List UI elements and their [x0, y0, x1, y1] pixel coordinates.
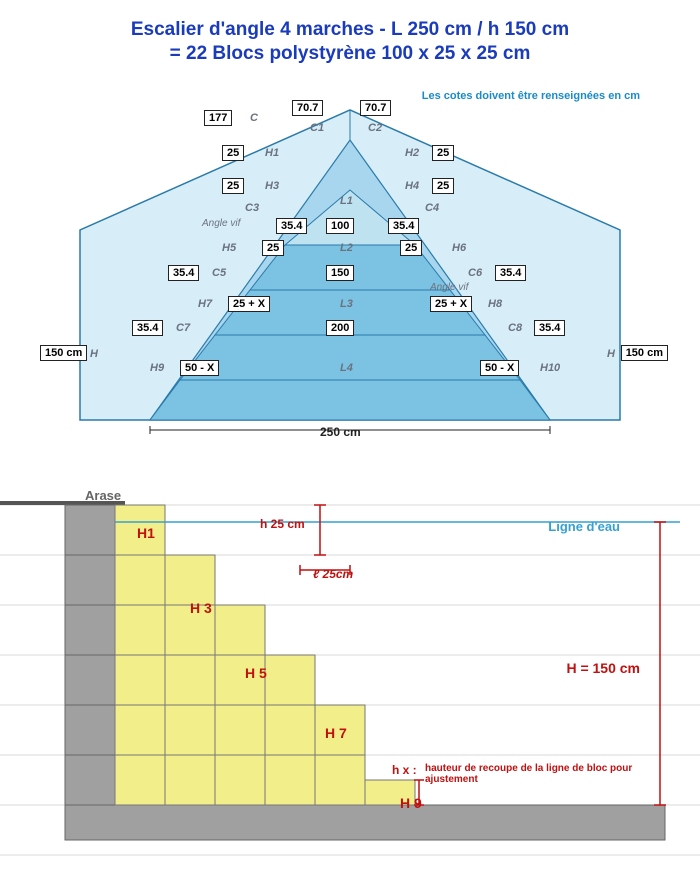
dim-H4: 25 [432, 178, 454, 194]
dim-H-right: 150 cm [621, 345, 668, 361]
lbl-L4: L4 [340, 362, 353, 374]
dim-H10: 50 - X [480, 360, 519, 376]
page-title: Escalier d'angle 4 marches - L 250 cm / … [0, 0, 700, 66]
dim-H1: 25 [222, 145, 244, 161]
sec-l25: ℓ 25cm [313, 567, 353, 581]
dim-C2: 70.7 [360, 100, 391, 116]
lbl-C6: C6 [468, 267, 482, 279]
lbl-L2: L2 [340, 242, 353, 254]
sec-H3: H 3 [190, 600, 212, 616]
dim-H-left: 150 cm [40, 345, 87, 361]
anglevif-left: Angle vif [202, 218, 240, 229]
lbl-C: C [250, 112, 258, 124]
title-line-2: = 22 Blocs polystyrène 100 x 25 x 25 cm [0, 42, 700, 66]
lbl-L1: L1 [340, 195, 353, 207]
section-diagram: Arase Ligne d'eau H1 H 3 H 5 H 7 H 9 h 2… [0, 475, 700, 895]
dim-C6: 35.4 [495, 265, 526, 281]
dim-C4: 35.4 [388, 218, 419, 234]
staircase-front-svg [30, 70, 670, 440]
lbl-H3: H3 [265, 180, 279, 192]
sec-hx: h x : [392, 763, 417, 777]
dim-H7: 25 + X [228, 296, 270, 312]
lbl-C2: C2 [368, 122, 382, 134]
dim-C1: 70.7 [292, 100, 323, 116]
sec-H1: H1 [137, 525, 155, 541]
dim-H2: 25 [432, 145, 454, 161]
sec-hx-note: hauteur de recoupe de la ligne de bloc p… [425, 763, 635, 785]
dim-C3: 35.4 [276, 218, 307, 234]
dim-H8: 25 + X [430, 296, 472, 312]
sec-H9: H 9 [400, 795, 422, 811]
sec-H7: H 7 [325, 725, 347, 741]
top-diagram: Les cotes doivent être renseignées en cm… [0, 70, 700, 470]
sec-H5: H 5 [245, 665, 267, 681]
lbl-H2: H2 [405, 147, 419, 159]
dim-C5: 35.4 [168, 265, 199, 281]
ligne-eau-label: Ligne d'eau [548, 519, 620, 534]
anglevif-right: Angle vif [430, 282, 468, 293]
lbl-H6: H6 [452, 242, 466, 254]
lbl-C8: C8 [508, 322, 522, 334]
lbl-H10: H10 [540, 362, 560, 374]
lbl-L3: L3 [340, 298, 353, 310]
lbl-C4: C4 [425, 202, 439, 214]
section-svg [0, 475, 700, 895]
lbl-H1: H1 [265, 147, 279, 159]
lbl-H7: H7 [198, 298, 212, 310]
sec-h25: h 25 cm [260, 517, 305, 531]
arase-label: Arase [85, 488, 121, 503]
lbl-H-right: H [607, 348, 615, 360]
dim-L4: 250 cm [320, 425, 361, 439]
lbl-C5: C5 [212, 267, 226, 279]
dim-C: 177 [204, 110, 232, 126]
lbl-H4: H4 [405, 180, 419, 192]
dim-L2: 150 [326, 265, 354, 281]
dim-L3: 200 [326, 320, 354, 336]
lbl-H8: H8 [488, 298, 502, 310]
dim-H5: 25 [262, 240, 284, 256]
dim-H6: 25 [400, 240, 422, 256]
dim-C7: 35.4 [132, 320, 163, 336]
dim-L1: 100 [326, 218, 354, 234]
sec-Htotal: H = 150 cm [566, 660, 640, 676]
title-line-1: Escalier d'angle 4 marches - L 250 cm / … [0, 18, 700, 42]
dim-C8: 35.4 [534, 320, 565, 336]
dim-H3: 25 [222, 178, 244, 194]
lbl-C7: C7 [176, 322, 190, 334]
lbl-H9: H9 [150, 362, 164, 374]
lbl-C3: C3 [245, 202, 259, 214]
lbl-C1: C1 [310, 122, 324, 134]
lbl-H5: H5 [222, 242, 236, 254]
dim-H9: 50 - X [180, 360, 219, 376]
lbl-H-left: H [90, 348, 98, 360]
